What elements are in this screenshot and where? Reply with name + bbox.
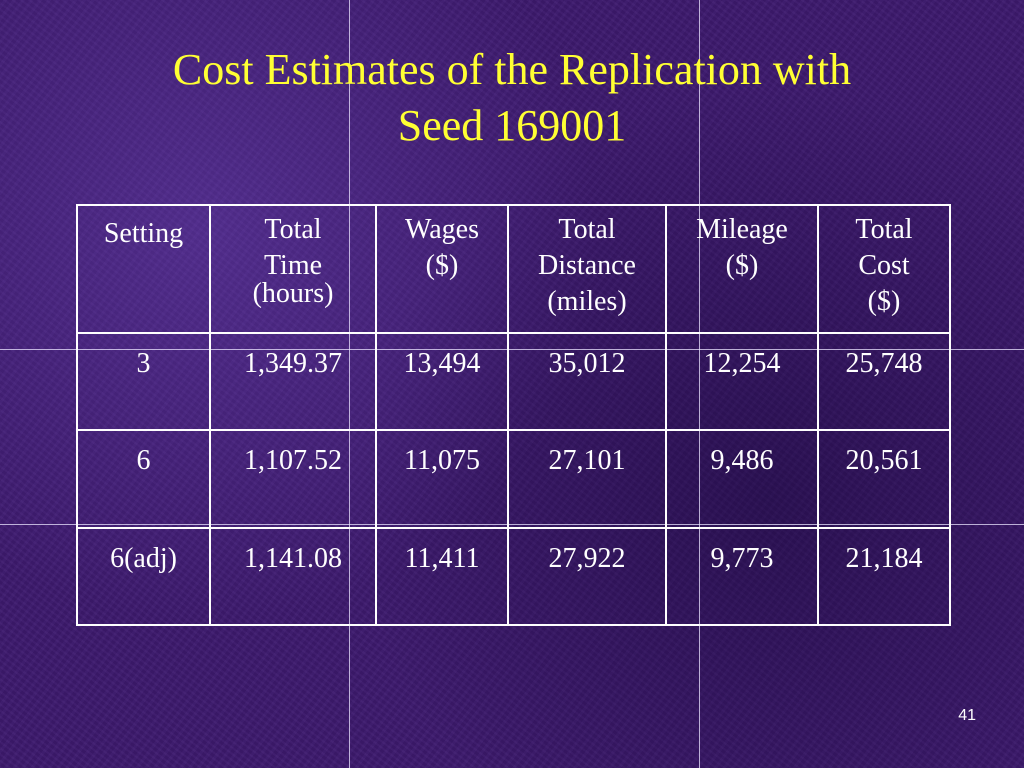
cell-setting: 3 bbox=[76, 333, 211, 431]
table-row: 6 1,107.52 11,075 27,101 9,486 20,561 bbox=[76, 429, 951, 528]
cell-total-distance: 27,922 bbox=[507, 526, 667, 625]
header-total-time: Total Time (hours) bbox=[209, 205, 377, 334]
header-total-cost: Total Cost ($) bbox=[817, 205, 951, 334]
cell-setting: 6 bbox=[76, 429, 211, 528]
slide-title-line-1: Cost Estimates of the Replication with bbox=[172, 45, 852, 94]
cell-mileage: 9,773 bbox=[665, 526, 819, 625]
cell-total-distance: 35,012 bbox=[507, 333, 667, 431]
table-row: 6(adj) 1,141.08 11,411 27,922 9,773 21,1… bbox=[76, 526, 951, 625]
table-row: 3 1,349.37 13,494 35,012 12,254 25,748 bbox=[76, 333, 951, 431]
header-total-distance: Total Distance (miles) bbox=[507, 205, 667, 334]
cell-setting: 6(adj) bbox=[76, 526, 211, 625]
header-wages: Wages ($) bbox=[375, 205, 509, 334]
cell-total-cost: 25,748 bbox=[817, 333, 951, 431]
cell-total-cost: 20,561 bbox=[817, 429, 951, 528]
cell-total-time: 1,141.08 bbox=[209, 526, 377, 625]
cell-total-distance: 27,101 bbox=[507, 429, 667, 528]
cell-wages: 13,494 bbox=[375, 333, 509, 431]
table-header-row: Setting Total Time (hours) Wages ($) Tot… bbox=[76, 205, 951, 334]
cell-total-time: 1,107.52 bbox=[209, 429, 377, 528]
cell-mileage: 9,486 bbox=[665, 429, 819, 528]
cell-total-cost: 21,184 bbox=[817, 526, 951, 625]
cell-wages: 11,411 bbox=[375, 526, 509, 625]
cell-wages: 11,075 bbox=[375, 429, 509, 528]
cost-estimates-table: Setting Total Time (hours) Wages ($) Tot… bbox=[76, 204, 951, 626]
header-setting: Setting bbox=[76, 205, 211, 334]
cell-total-time: 1,349.37 bbox=[209, 333, 377, 431]
header-mileage: Mileage ($) bbox=[665, 205, 819, 334]
slide-number: 41 bbox=[958, 707, 976, 724]
slide-title-line-2: Seed 169001 bbox=[397, 101, 627, 150]
slide-title: Cost Estimates of the Replication with S… bbox=[40, 42, 984, 154]
cell-mileage: 12,254 bbox=[665, 333, 819, 431]
